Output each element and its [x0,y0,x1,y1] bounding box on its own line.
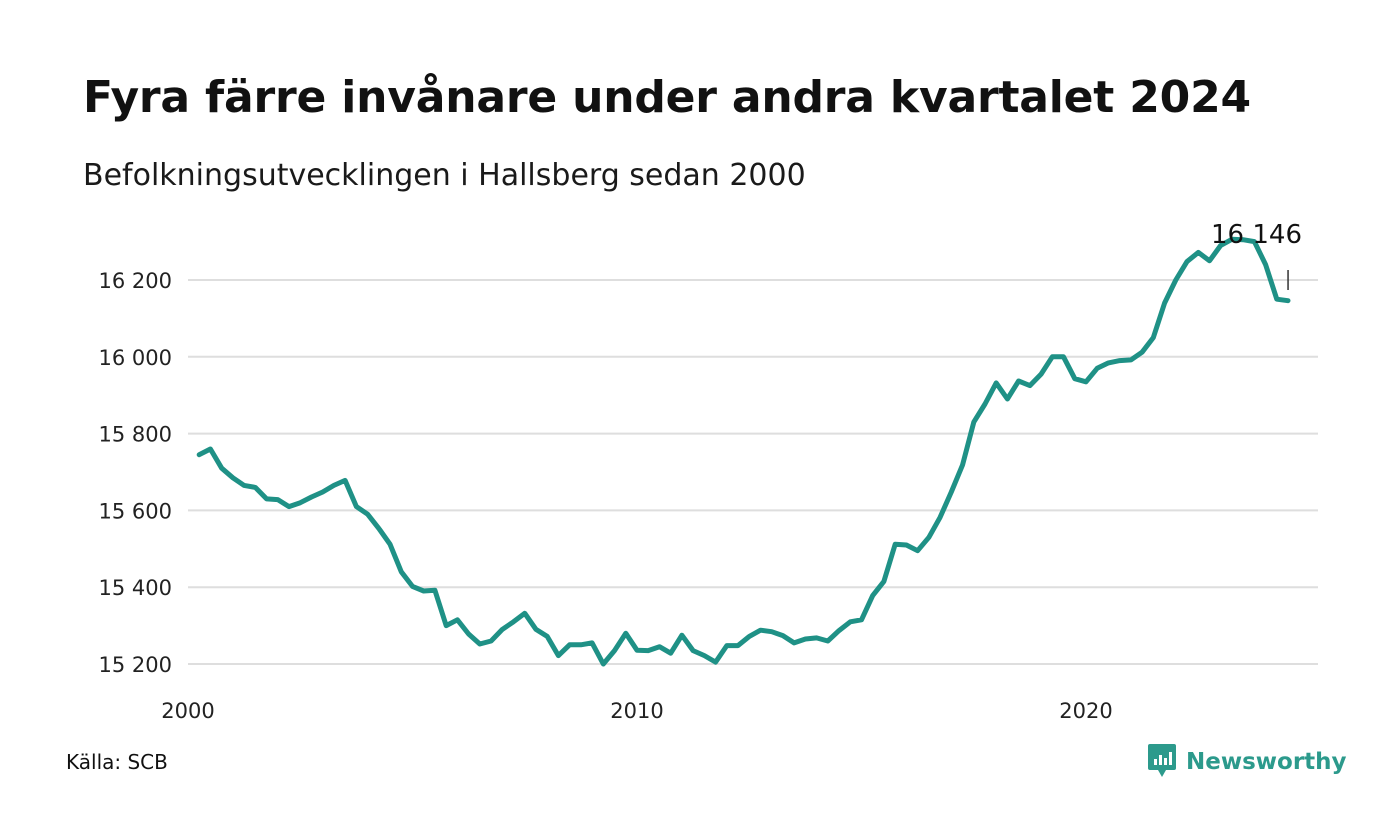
y-tick-label: 16 200 [99,269,172,293]
brand-logo[interactable]: Newsworthy [1148,744,1347,780]
y-axis-labels: 15 200 15 400 15 600 15 800 16 000 16 200 [99,269,172,677]
chart-subtitle: Befolkningsutvecklingen i Hallsberg seda… [83,158,806,193]
series-group [196,236,1291,667]
y-tick-label: 15 800 [99,423,172,447]
brand-name: Newsworthy [1186,749,1347,775]
newsworthy-logo-icon [1148,744,1176,777]
x-tick-label: 2010 [610,699,663,723]
x-tick-label: 2000 [161,699,214,723]
annotation-group: 16 146 [1211,220,1302,290]
series-line [196,236,1291,667]
source-note: Källa: SCB [66,750,168,774]
x-tick-label: 2020 [1059,699,1112,723]
chart-title: Fyra färre invånare under andra kvartale… [83,72,1251,123]
y-tick-label: 16 000 [99,346,172,370]
x-axis-labels: 2000 2010 2020 [161,699,1112,723]
gridlines [188,279,1318,665]
y-tick-label: 15 400 [99,576,172,600]
y-tick-label: 15 200 [99,653,172,677]
annotation-label: 16 146 [1211,220,1302,250]
y-tick-label: 15 600 [99,499,172,523]
